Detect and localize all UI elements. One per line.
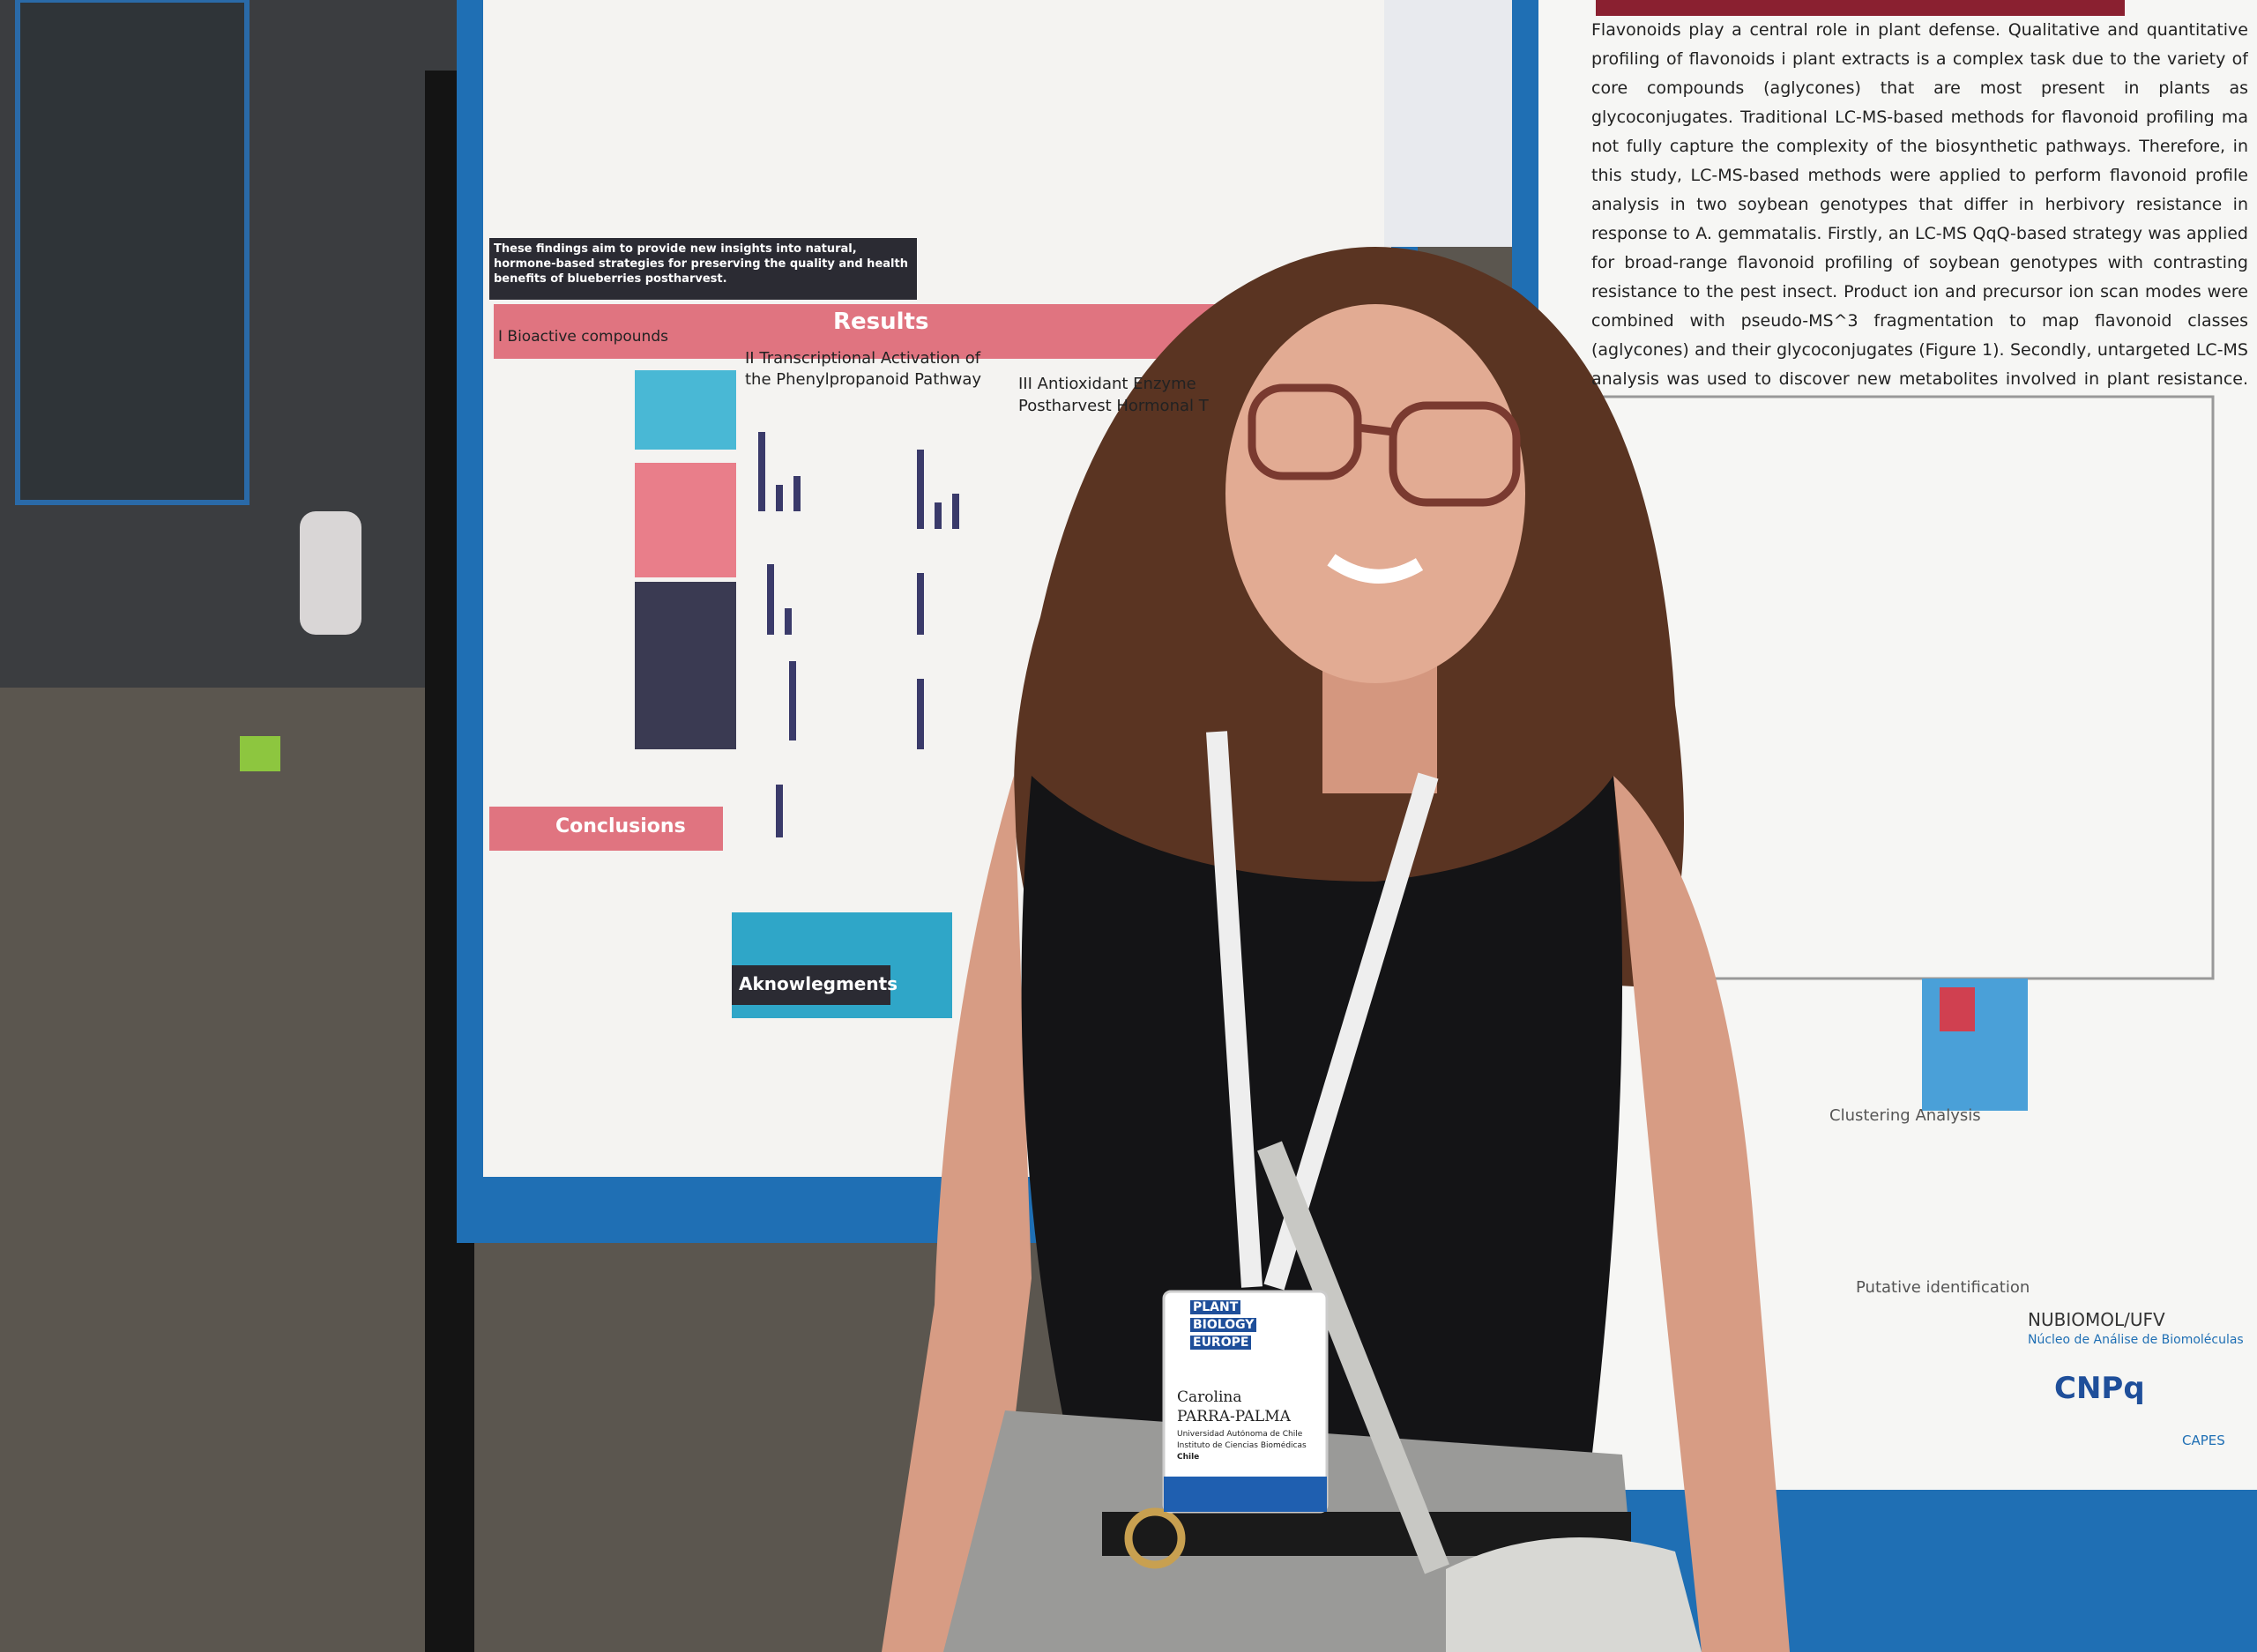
heatmap: [1940, 987, 1975, 1031]
poster-intro-highlight: These findings aim to provide new insigh…: [494, 242, 908, 286]
arm: [882, 776, 1032, 1652]
green-cube: [240, 736, 280, 771]
badge-affiliation: Universidad Autónoma de Chile: [1177, 1430, 1303, 1439]
badge-name: Carolina: [1177, 1388, 1242, 1406]
results-heading: Results: [833, 309, 929, 335]
badge-footer: [1164, 1477, 1327, 1512]
badge-name: PARRA-PALMA: [1177, 1408, 1291, 1425]
institution: NUBIOMOL/UFV: [2028, 1309, 2165, 1330]
badge-affiliation: Instituto de Ciencias Biomédicas: [1177, 1441, 1307, 1450]
bar-charts: [758, 432, 959, 837]
ack-heading: Aknowlegments: [739, 973, 898, 994]
face: [1225, 304, 1525, 683]
conclusions-band: [489, 807, 723, 851]
title-band: [1596, 0, 2125, 16]
institution-full: Núcleo de Análise de Biomoléculas: [2028, 1333, 2244, 1347]
section-heading: II Transcriptional Activation of the Phe…: [745, 349, 982, 389]
arm: [1613, 776, 1790, 1652]
bag-strap: [1257, 1141, 1449, 1574]
intro-highlight-box: [489, 238, 917, 300]
badge-affiliation: Chile: [1177, 1453, 1200, 1462]
note-box: [635, 370, 736, 450]
smile: [1327, 554, 1424, 584]
glasses: [1248, 383, 1521, 507]
bag: [300, 511, 361, 635]
section-heading: Postharvest Hormonal T: [1018, 397, 1209, 415]
note-box: [635, 463, 736, 577]
funder-logo: CAPES: [2182, 1432, 2225, 1448]
figure-label: Clustering Analysis: [1829, 1106, 1981, 1125]
section-heading: I Bioactive compounds: [498, 328, 668, 346]
figure-label: Putative identification: [1856, 1278, 2030, 1297]
ack-band: [732, 965, 890, 1005]
badge-event: PLANT: [1190, 1300, 1241, 1314]
results-band: [494, 304, 1243, 359]
badge-event: BIOLOGY: [1190, 1318, 1257, 1332]
section-heading: III Antioxidant Enzyme: [1018, 375, 1196, 393]
conclusions-heading: Conclusions: [555, 815, 686, 837]
badge-event: EUROPE: [1190, 1336, 1252, 1350]
note-box: [635, 582, 736, 749]
buckle: [1124, 1507, 1186, 1569]
handbag: [1446, 1537, 1702, 1652]
left-board: [15, 0, 250, 505]
poster-intro: Flavonoids play a central role in plant …: [1591, 20, 2248, 389]
funder-logo: CNPq: [2054, 1371, 2145, 1406]
